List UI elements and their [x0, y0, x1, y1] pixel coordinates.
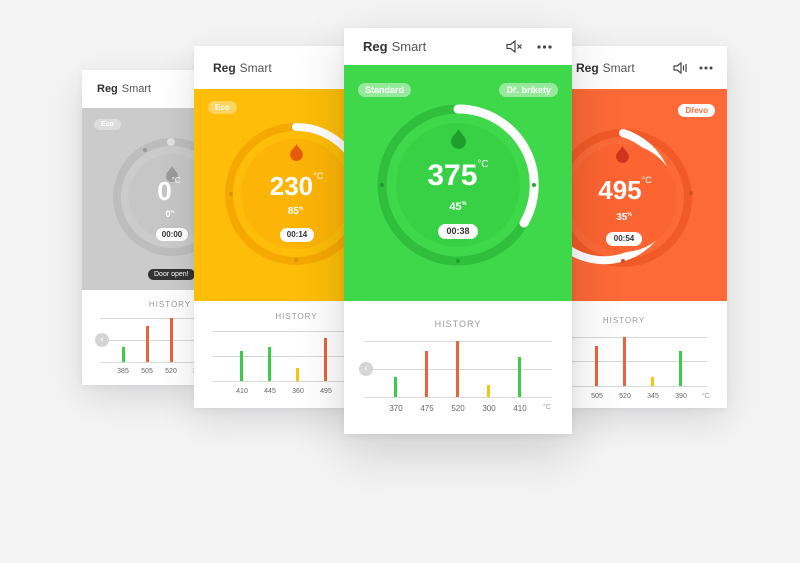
brand-name-bold: Reg — [213, 60, 236, 75]
card-header: Reg Smart — [344, 28, 572, 65]
flame-icon — [166, 166, 178, 182]
history-label: 410 — [513, 404, 527, 413]
history-unit: °C — [702, 393, 710, 400]
temperature-value: 495°C — [598, 175, 652, 205]
flame-icon — [290, 144, 303, 161]
status-panel: Eco 230°C 85% 00:14 — [194, 89, 359, 301]
flame-icon — [451, 129, 466, 149]
history-bar — [268, 347, 271, 381]
more-icon[interactable] — [537, 44, 552, 49]
temperature-ring — [560, 129, 693, 267]
mode-badge[interactable]: Dřevo — [678, 104, 715, 117]
history-label: 390 — [675, 393, 687, 400]
door-open-alert: Door open! — [148, 269, 195, 280]
history-label: 505 — [591, 393, 603, 400]
more-icon[interactable] — [699, 66, 713, 70]
history-bar — [487, 385, 490, 397]
chevron-left-icon[interactable]: ‹ — [359, 362, 373, 376]
history-bar — [170, 318, 173, 362]
mode-badge[interactable]: Eco — [94, 119, 121, 130]
mode-badge-fuel[interactable]: Dř. brikety — [499, 83, 558, 97]
history-bar — [394, 377, 397, 397]
card-header: Reg Smart — [560, 46, 727, 89]
mode-badge-standard[interactable]: Standard — [358, 83, 412, 97]
history-bar — [623, 337, 626, 386]
history-bar — [595, 346, 598, 386]
timer-display: 00:14 — [280, 228, 314, 242]
brand-name-light: Smart — [391, 39, 427, 54]
card-header: Reg Smart — [194, 46, 359, 89]
history-bar — [679, 351, 682, 386]
timer-display: 00:38 — [438, 224, 478, 239]
history-label: 520 — [451, 404, 465, 413]
brand-name-light: Smart — [239, 60, 272, 75]
status-panel: Standard Dř. brikety 375°C 45% 00:38 — [344, 65, 572, 301]
history-bar — [518, 357, 521, 397]
status-panel: Eco 0°C 0% 00:00 Door open! — [82, 108, 202, 290]
timer-display: 00:54 — [606, 232, 642, 246]
history-title: HISTORY — [434, 319, 482, 329]
brand-name-light: Smart — [602, 60, 635, 75]
mode-badge[interactable]: Eco — [208, 101, 237, 114]
speaker-icon[interactable] — [673, 61, 687, 74]
power-percent: 85% — [287, 206, 304, 217]
temperature-value: 375°C — [427, 159, 489, 192]
history-bar — [146, 326, 149, 362]
history-label: 345 — [647, 393, 659, 400]
flame-icon — [616, 146, 629, 163]
history-label: 505 — [141, 368, 153, 375]
brand-name-light: Smart — [121, 83, 152, 95]
temperature-value: 230°C — [269, 171, 324, 201]
controller-card-orange: Reg Smart Dřevo 495°C 3 — [560, 46, 727, 408]
status-panel: Dřevo 495°C 35% 00:54 — [560, 89, 727, 301]
temperature-ring — [377, 104, 539, 266]
power-percent: 35% — [616, 212, 632, 223]
brand-name-bold: Reg — [363, 39, 388, 54]
history-bar — [240, 351, 243, 381]
history-label: 300 — [482, 404, 496, 413]
history-bar — [296, 368, 299, 381]
brand-name-bold: Reg — [576, 60, 599, 75]
mute-icon[interactable] — [506, 40, 523, 53]
temperature-value: 0°C — [157, 176, 181, 206]
history-bar — [651, 377, 654, 386]
controller-card-green: Reg Smart Standard Dř. brikety — [344, 28, 572, 434]
history-label: 370 — [389, 404, 403, 413]
history-unit: °C — [543, 404, 551, 411]
timer-display: 00:00 — [156, 228, 188, 241]
history-title: HISTORY — [275, 312, 318, 321]
chevron-left-icon[interactable]: ‹ — [95, 333, 109, 347]
history-label: 495 — [320, 388, 332, 395]
history-label: 520 — [165, 368, 177, 375]
history-bar — [425, 351, 428, 397]
history-bar — [456, 341, 459, 397]
controller-card-gray: Reg Smart Eco 0°C 0% 00:00 Door open! HI… — [82, 70, 202, 385]
history-bar — [122, 347, 125, 362]
power-percent: 0% — [165, 209, 175, 219]
history-title: HISTORY — [602, 316, 646, 325]
temperature-ring — [113, 138, 202, 256]
power-percent: 45% — [449, 201, 467, 213]
brand-name-bold: Reg — [97, 83, 118, 95]
history-label: 410 — [236, 388, 248, 395]
history-title: HISTORY — [148, 300, 192, 309]
history-label: 360 — [292, 388, 304, 395]
card-header: Reg Smart — [82, 70, 202, 108]
history-label: 475 — [420, 404, 434, 413]
controller-card-yellow: Reg Smart Eco 230°C 85% 00:14 HISTORY 41… — [194, 46, 359, 408]
history-label: 445 — [264, 388, 276, 395]
history-label: 385 — [117, 368, 129, 375]
history-label: 520 — [619, 393, 631, 400]
history-bar — [324, 338, 327, 381]
